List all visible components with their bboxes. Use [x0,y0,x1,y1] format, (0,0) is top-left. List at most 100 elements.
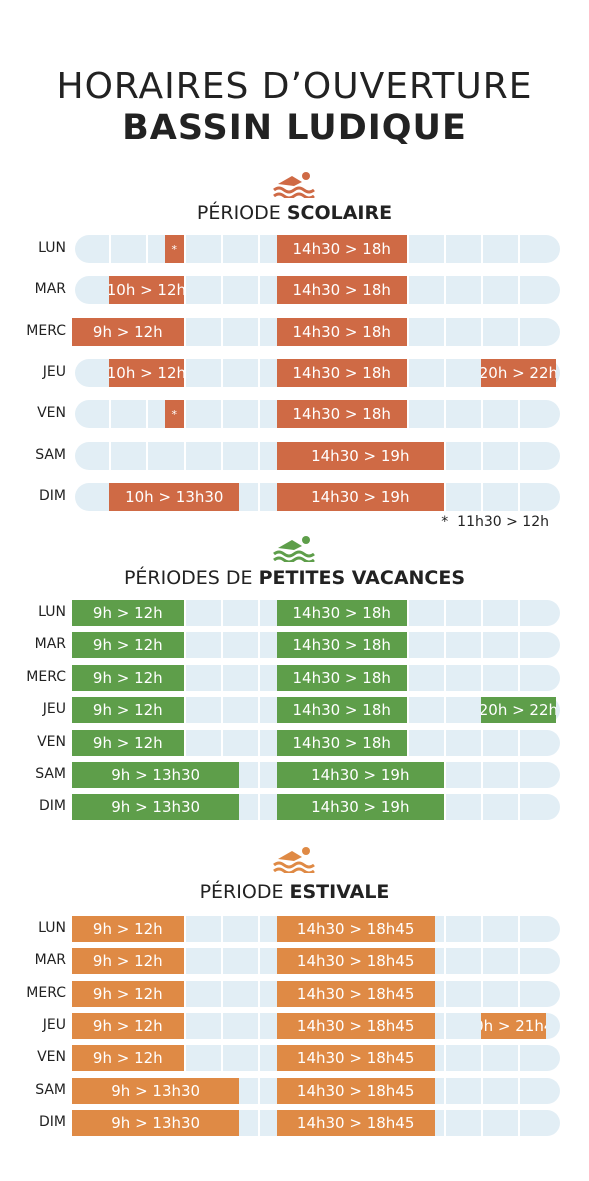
grid-line [183,980,186,1007]
grid-line [444,980,446,1007]
grid-line [518,400,521,429]
grid-line [258,441,260,470]
grid-line [444,276,446,305]
grid-line [258,1077,260,1104]
day-label: JEU [42,363,66,380]
time-slot: 10h > 13h30 [109,482,240,511]
grid-line [481,1077,484,1104]
grid-line [146,441,149,470]
day-label: MAR [34,281,66,298]
grid-line [220,697,223,724]
time-slot: 14h30 > 18h45 [276,1077,435,1104]
time-slot: 9h > 12h [72,948,184,975]
time-slot: 14h30 > 18h45 [276,948,435,975]
grid-line [444,358,446,387]
grid-line [518,729,521,756]
time-slot: 14h30 > 19h [276,762,444,788]
grid-line [183,1045,186,1072]
day-label: MAR [34,636,66,653]
grid-line [220,980,223,1007]
time-slot: 9h > 12h [72,632,184,659]
grid-line [406,276,409,305]
grid-line [258,632,260,659]
grid-line [518,317,521,346]
grid-line [481,632,484,659]
grid-line [481,664,484,691]
grid-line [518,980,521,1007]
swimmer-svg [273,172,315,200]
grid-line [444,482,446,511]
grid-line [220,235,223,263]
time-slot: 14h30 > 18h45 [276,1012,435,1039]
grid-line [258,276,260,305]
time-slot: * [165,235,184,263]
grid-line [444,317,446,346]
grid-line [258,762,260,788]
grid-line [444,441,446,470]
grid-line [518,664,521,691]
time-slot: 9h > 12h [72,1045,184,1072]
grid-line [258,317,260,346]
grid-line [518,762,521,788]
grid-line [444,600,446,626]
grid-line [220,358,223,387]
grid-line [518,1077,521,1104]
grid-line [481,916,484,942]
time-slot: 20h > 22h [481,697,556,724]
grid-line [481,762,484,788]
time-slot: 9h > 12h [72,729,184,756]
grid-line [183,664,186,691]
grid-line [444,697,446,724]
grid-line [183,235,186,263]
footnote: * 11h30 > 12h [441,514,549,530]
grid-line [406,664,409,691]
grid-line [481,1045,484,1072]
time-slot: 14h30 > 18h45 [276,1109,435,1136]
time-slot: 10h > 12h [109,276,184,305]
time-slot: 20h > 22h [481,358,556,387]
grid-line [183,916,186,942]
grid-line [406,729,409,756]
grid-line [406,400,409,429]
grid-line [406,697,409,724]
grid-line [481,794,484,821]
day-label: DIM [39,487,66,504]
heading-bold: SCOLAIRE [286,202,393,224]
grid-line [481,600,484,626]
grid-line [220,1045,223,1072]
grid-line [481,441,484,470]
grid-line [258,794,260,821]
time-slot: 14h30 > 18h [276,600,407,626]
day-label: MAR [34,952,66,969]
grid-line [406,317,409,346]
grid-line [444,1109,446,1136]
grid-line [518,235,521,263]
grid-line [444,1045,446,1072]
time-slot: 14h30 > 18h [276,664,407,691]
grid-line [109,441,112,470]
grid-line [220,600,223,626]
swimmer-icon [272,170,318,200]
time-slot: 14h30 > 19h [276,794,444,821]
grid-line [220,317,223,346]
grid-line [183,1012,186,1039]
grid-line [258,916,260,942]
time-slot: 9h > 12h [72,916,184,942]
time-slot: 10h > 12h [109,358,184,387]
grid-line [258,1045,260,1072]
time-slot: 9h > 12h [72,664,184,691]
time-slot: 14h30 > 18h45 [276,980,435,1007]
grid-line [258,948,260,975]
grid-line [109,235,112,263]
time-slot: 9h > 13h30 [72,794,240,821]
time-slot: 14h30 > 18h [276,276,407,305]
time-slot: 14h30 > 18h45 [276,916,435,942]
swimmer-icon [272,845,318,875]
grid-line [183,697,186,724]
swimmer-svg [273,536,315,564]
time-slot: 14h30 > 19h [276,482,444,511]
grid-line [183,948,186,975]
day-label: VEN [37,405,66,422]
grid-line [481,276,484,305]
